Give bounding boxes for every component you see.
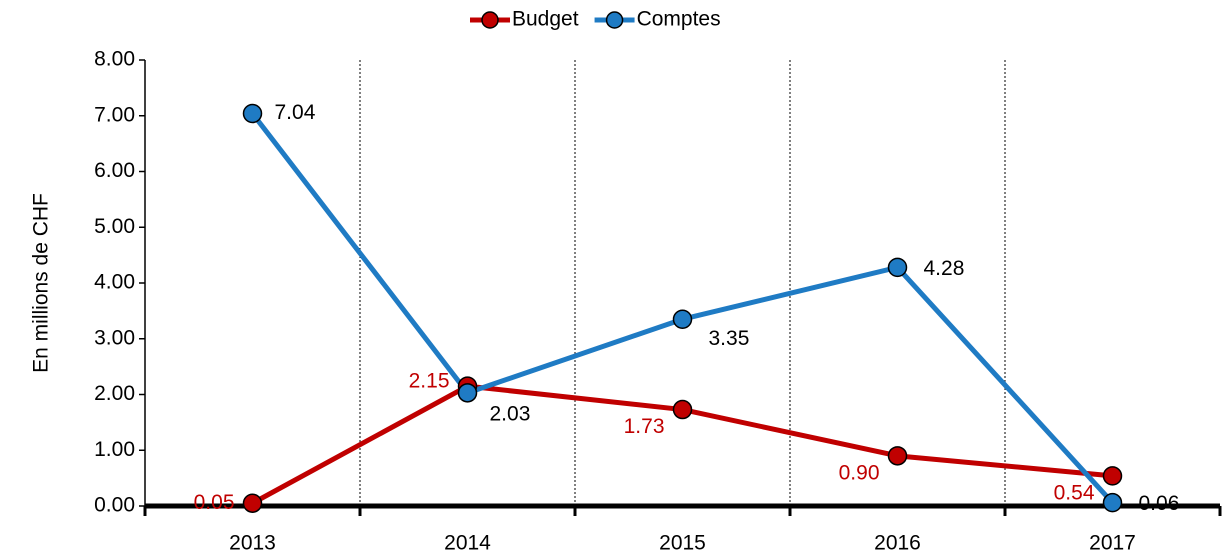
y-tick-label: 1.00: [94, 438, 135, 461]
legend-label: Comptes: [637, 8, 721, 31]
legend-marker: [481, 11, 499, 29]
data-label: 0.90: [839, 461, 880, 484]
y-tick-label: 8.00: [94, 48, 135, 71]
data-label: 0.05: [194, 491, 235, 514]
point: [672, 309, 693, 329]
y-tick-label: 3.00: [94, 326, 135, 349]
point: [672, 399, 693, 420]
data-label: 3.35: [709, 327, 750, 350]
data-label: 7.04: [275, 101, 316, 124]
x-tick-label: 2017: [1089, 532, 1136, 555]
x-tick-label: 2016: [874, 532, 921, 555]
point: [242, 103, 263, 124]
legend-marker: [605, 11, 624, 29]
y-tick-label: 7.00: [94, 103, 135, 126]
data-label: 2.15: [409, 370, 450, 393]
legend-label: Budget: [512, 8, 579, 31]
point: [457, 383, 478, 403]
y-axis-title: En millions de CHF: [30, 193, 53, 373]
data-label: 4.28: [924, 257, 965, 280]
y-tick-label: 6.00: [94, 159, 135, 182]
data-label: 0.54: [1054, 481, 1095, 504]
y-tick-label: 5.00: [94, 215, 135, 238]
series-line: [250, 111, 1115, 505]
point: [887, 446, 908, 466]
y-tick-label: 4.00: [94, 271, 135, 294]
data-label: 0.06: [1139, 492, 1180, 515]
data-label: 2.03: [490, 402, 531, 425]
data-label: 1.73: [624, 415, 665, 438]
point: [887, 257, 908, 278]
y-tick-label: 0.00: [94, 494, 135, 517]
x-tick-label: 2014: [444, 532, 491, 555]
x-tick-label: 2015: [659, 532, 706, 555]
point: [242, 493, 263, 513]
point: [1102, 466, 1123, 486]
y-tick-label: 2.00: [94, 382, 135, 405]
x-tick-label: 2013: [229, 532, 276, 555]
point: [1102, 492, 1123, 513]
